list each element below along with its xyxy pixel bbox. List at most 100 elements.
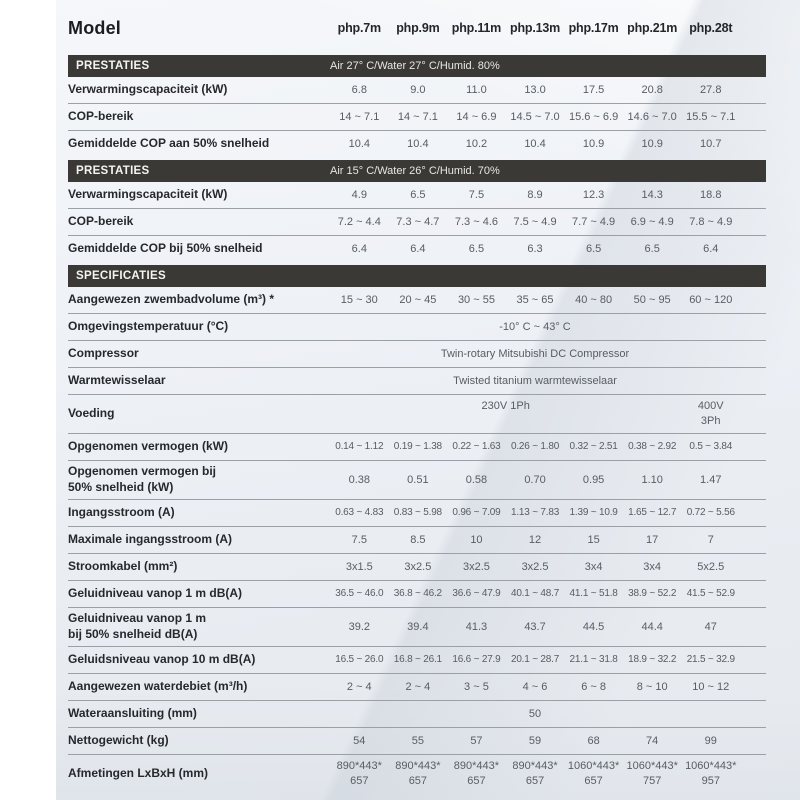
spec-row: Gemiddelde COP bij 50% snelheid 6.4 6.4 6.5… — [68, 235, 766, 262]
cell-value: 7.8 ~ 4.9 — [689, 215, 733, 228]
row-label: Geluidniveau vanop 1 m dB(A) — [68, 586, 243, 601]
cell-value: 40.1 ~ 48.7 — [510, 588, 560, 600]
cell-value: 6.5 — [644, 242, 660, 255]
cell-value: 890*443* 657 — [512, 760, 558, 787]
cell-value: 0.14 ~ 1.12 — [335, 441, 384, 453]
model-name: php.13m — [510, 21, 561, 35]
cell-value: 1060*443* 657 — [567, 760, 620, 787]
row-values: 16.5 ~ 26.0 16.8 ~ 26.1 16.6 ~ 27.9 20.1 ~ … — [330, 653, 740, 667]
cell-value: 4 ~ 6 — [522, 680, 548, 693]
cell-value: 0.22 ~ 1.63 — [452, 441, 501, 453]
cell-value: 8 ~ 10 — [636, 680, 668, 693]
cell-value: 30 ~ 55 — [457, 293, 495, 306]
row-label: Stroomkabel (mm²) — [68, 559, 178, 574]
row-values: 0.63 ~ 4.83 0.83 ~ 5.98 0.96 ~ 7.09 1.13 ~ … — [330, 506, 740, 520]
cell-value: 9.0 — [410, 83, 426, 96]
spec-row: Verwarmingscapaciteit (kW) 4.9 6.5 7.5 8.9 12… — [68, 182, 766, 208]
row-values: 4.9 6.5 7.5 8.9 12.3 14.3 18.8 — [330, 188, 740, 203]
cell-value: 41.3 — [465, 620, 488, 633]
model-header-row: Model php.7m php.9m php.11m php.13m php.17m p… — [68, 8, 766, 48]
row-values: 230V 1Ph 400V 3Ph — [330, 399, 740, 429]
row-values: 3x1.5 3x2.5 3x2.5 3x2.5 3x4 3x4 5x2.5 — [330, 560, 740, 575]
cell-value: 17 — [646, 533, 659, 546]
cell-value: 7.7 ~ 4.9 — [572, 215, 616, 228]
cell-value: 6.8 — [351, 83, 367, 96]
spec-row: Geluidniveau vanop 1 m bij 50% snelheid … — [68, 607, 766, 646]
row-label: Geluidsniveau vanop 10 m dB(A) — [68, 652, 256, 667]
cell-value: 11.0 — [466, 83, 487, 96]
page-title: Model — [68, 17, 121, 38]
cell-value: 7 — [707, 533, 714, 546]
cell-value: 54 — [353, 734, 366, 747]
cell-value: 3x4 — [584, 560, 603, 573]
cell-value: 890*443* 657 — [336, 760, 382, 787]
section-bar: PRESTATIES Air 27° C/Water 27° C/Humid. 8… — [68, 55, 766, 77]
cell-value: 10.4 — [407, 137, 429, 150]
cell-value: 1.39 ~ 10.9 — [569, 507, 618, 519]
cell-value: 6.4 — [703, 242, 719, 255]
cell-value: 20 ~ 45 — [399, 293, 437, 306]
cell-value: 0.95 — [582, 473, 605, 486]
cell-value: 55 — [411, 734, 424, 747]
cell-value: 16.6 ~ 27.9 — [452, 654, 501, 666]
row-values: 39.2 39.4 41.3 43.7 44.5 44.4 47 — [330, 620, 740, 635]
row-values: 890*443* 657 890*443* 657 890*443* 657 890*… — [330, 759, 740, 789]
cell-value: 1.47 — [700, 473, 722, 486]
row-label: Verwarmingscapaciteit (kW) — [68, 82, 228, 97]
row-label: COP-bereik — [68, 214, 134, 229]
spec-row: Voeding 230V 1Ph 400V 3Ph — [68, 394, 766, 433]
cell-value: 16.5 ~ 26.0 — [335, 654, 384, 666]
cell-value: 10.4 — [524, 137, 546, 150]
cell-value: 7.3 ~ 4.7 — [396, 215, 440, 228]
spec-row: Opgenomen vermogen bij 50% snelheid (kW)… — [68, 460, 766, 499]
row-label: Opgenomen vermogen bij 50% snelheid (kW) — [68, 464, 217, 494]
cell-value: 15.5 ~ 7.1 — [686, 110, 736, 123]
spec-row: Verwarmingscapaciteit (kW) 6.8 9.0 11.0 13.0… — [68, 77, 766, 103]
spec-row: Aangewezen zwembadvolume (m³) * 15 ~ 30 20… — [68, 287, 766, 313]
row-values: 10.4 10.4 10.2 10.4 10.9 10.9 10.7 — [330, 137, 740, 152]
cell-value: 21.1 ~ 31.8 — [569, 654, 618, 666]
row-values: 15 ~ 30 20 ~ 45 30 ~ 55 35 ~ 65 40 ~ 80 50 ~ … — [330, 293, 740, 308]
cell-value: 0.58 — [465, 473, 488, 486]
cell-value: 6.4 — [351, 242, 367, 255]
cell-value: 13.0 — [524, 83, 546, 96]
row-label: Ingangsstroom (A) — [68, 505, 175, 520]
cell-value: 890*443* 657 — [453, 760, 500, 787]
cell-value: 0.72 ~ 5.56 — [686, 507, 735, 519]
cell-value: 44.4 — [641, 620, 663, 633]
section-bar: PRESTATIES Air 15° C/Water 26° C/Humid. 7… — [68, 160, 766, 182]
cell-value: 10.4 — [348, 137, 370, 150]
spec-row: Nettogewicht (kg) 54 55 57 59 68 74 99 — [68, 727, 766, 754]
cell-value: 14.3 — [641, 188, 663, 201]
cell-value: 39.4 — [407, 620, 429, 633]
section-title: PRESTATIES — [76, 165, 150, 177]
cell-value: 18.8 — [700, 188, 722, 201]
row-values: 14 ~ 7.1 14 ~ 7.1 14 ~ 6.9 14.5 ~ 7.0 15.6 ~… — [330, 110, 740, 125]
cell-value: 0.51 — [407, 473, 429, 486]
cell-value: 4.9 — [351, 188, 367, 201]
cell-value: 7.5 ~ 4.9 — [513, 215, 557, 228]
model-name: php.9m — [396, 21, 440, 35]
cell-value: 6.5 — [585, 242, 602, 255]
cell-value-span: Twisted titanium warmtewisselaar — [453, 374, 617, 387]
cell-value: 7.5 — [468, 188, 485, 201]
cell-value: 43.7 — [524, 620, 546, 633]
cell-value: 74 — [646, 734, 659, 747]
cell-value: 1.65 ~ 12.7 — [628, 507, 677, 519]
spec-table: PRESTATIES Air 27° C/Water 27° C/Humid. 8… — [68, 55, 766, 793]
cell-value: 6.3 — [527, 242, 543, 255]
cell-value: 3x2.5 — [521, 560, 549, 573]
spec-row: Gemiddelde COP aan 50% snelheid 10.4 10.4 1… — [68, 130, 766, 157]
cell-value: 14.5 ~ 7.0 — [510, 110, 560, 123]
cell-value: 6.5 — [410, 188, 426, 201]
row-values: 7.5 8.5 10 12 15 17 7 — [330, 533, 740, 548]
cell-value: 10.9 — [641, 137, 663, 150]
cell-value: 0.38 ~ 2.92 — [628, 441, 677, 453]
cell-value: 21.5 ~ 32.9 — [686, 654, 735, 666]
cell-value: 1.13 ~ 7.83 — [510, 507, 560, 519]
spec-row: Opgenomen vermogen (kW) 0.14 ~ 1.12 0.19 ~… — [68, 433, 766, 460]
row-label: Gemiddelde COP bij 50% snelheid — [68, 241, 263, 256]
cell-value: 14.6 ~ 7.0 — [627, 110, 677, 123]
cell-value: 3x4 — [643, 560, 662, 573]
